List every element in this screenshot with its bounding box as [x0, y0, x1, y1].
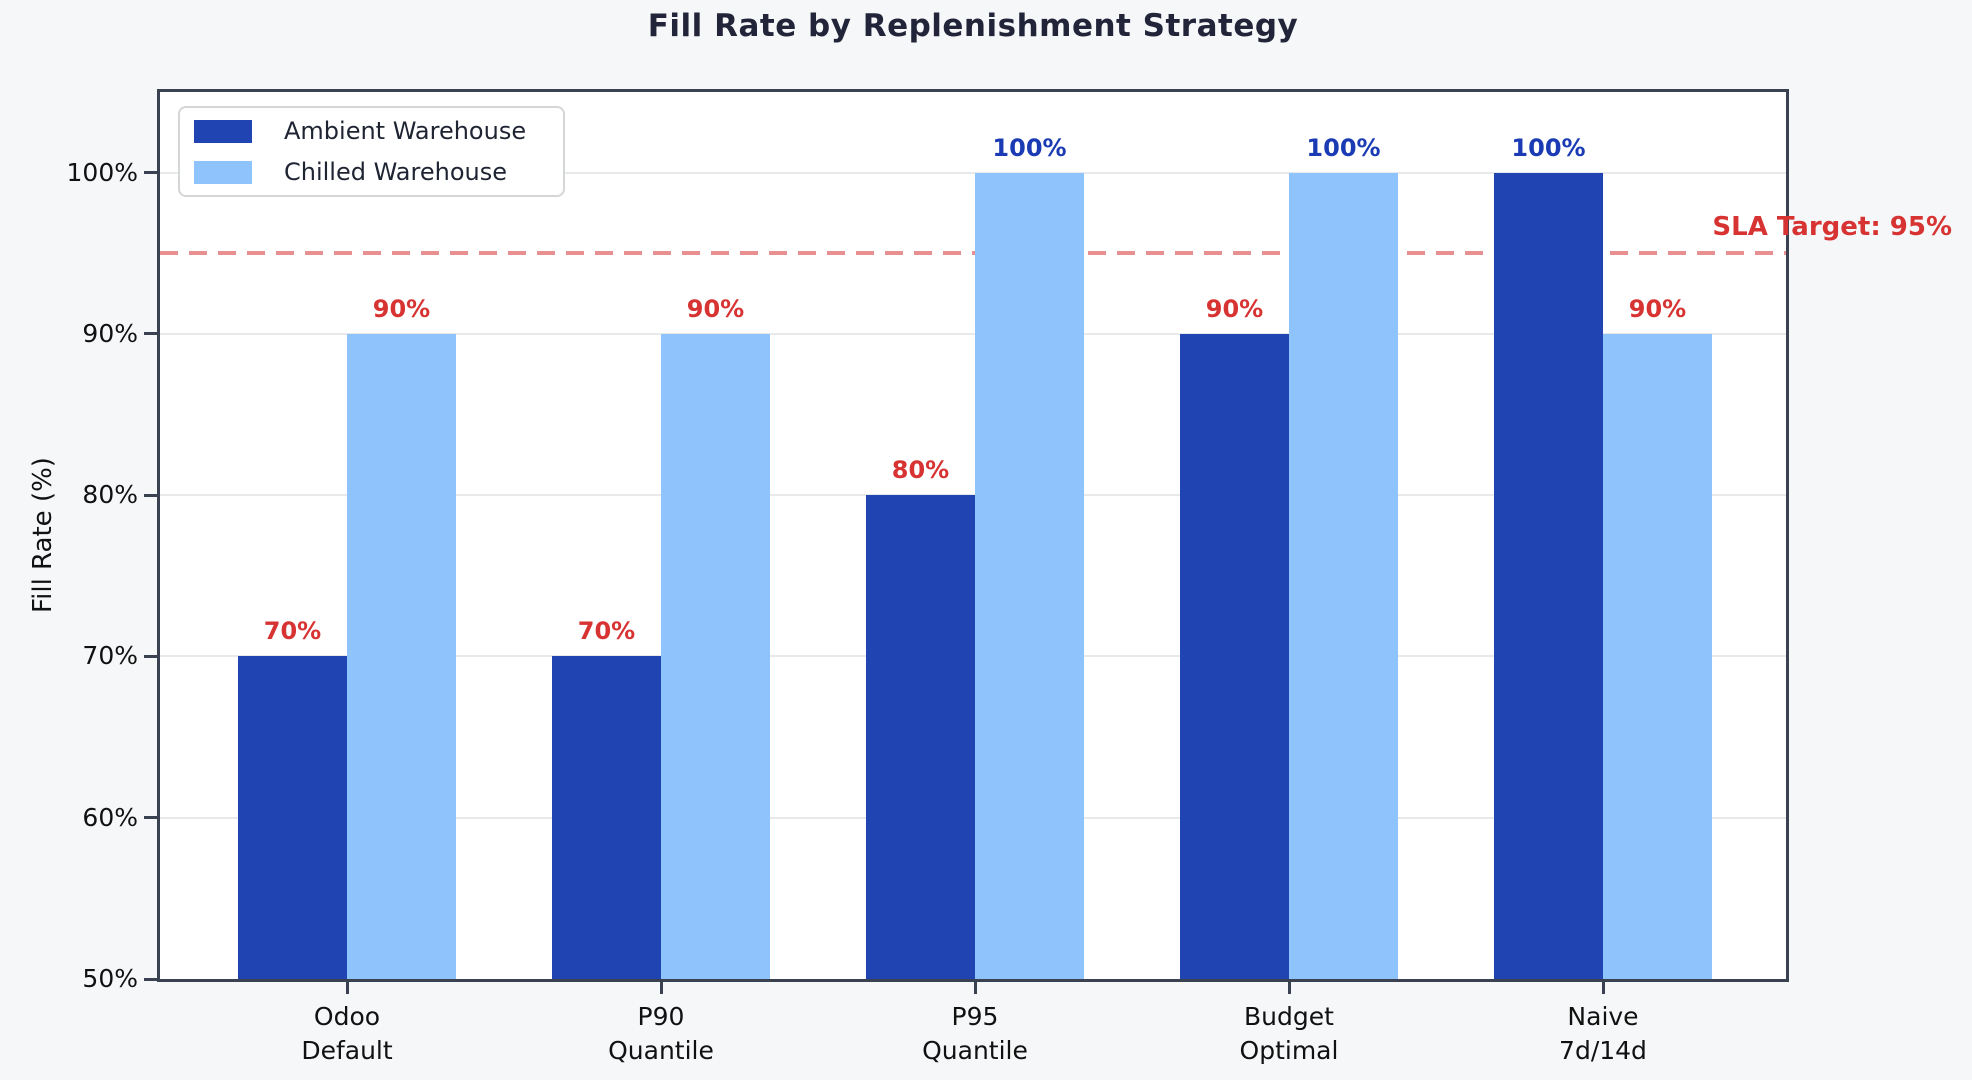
bar-value-label: 70% [263, 617, 322, 646]
bar-chilled-0 [347, 333, 456, 979]
bar-value-label: 80% [891, 456, 950, 485]
bar-chilled-3 [1289, 172, 1398, 979]
bar-ambient-3 [1180, 333, 1289, 979]
bar-ambient-4 [1494, 172, 1603, 979]
bar-value-label: 100% [1511, 133, 1586, 162]
bar-value-label: 90% [1205, 294, 1264, 323]
spine-right [1786, 89, 1789, 982]
x-tick-mark [973, 982, 977, 994]
legend-entry-chilled: Chilled Warehouse [194, 158, 549, 186]
y-tick-mark [144, 171, 158, 175]
bar-value-label: 100% [992, 133, 1067, 162]
gridline-80 [160, 494, 1786, 497]
legend-label-ambient: Ambient Warehouse [284, 117, 527, 145]
bar-value-label: 90% [1628, 294, 1687, 323]
bar-chilled-1 [661, 333, 770, 979]
bar-value-label: 70% [577, 617, 636, 646]
y-tick-label: 50% [82, 964, 138, 993]
x-tick-label-p95: P95 Quantile [815, 1000, 1135, 1068]
x-tick-label-line: P95 [951, 1002, 999, 1031]
y-tick-label: 60% [82, 802, 138, 832]
spine-top [157, 89, 1789, 92]
x-tick-label-line: Quantile [922, 1036, 1028, 1065]
y-tick-label: 90% [82, 318, 138, 348]
x-tick-label-line: Naive [1567, 1002, 1639, 1031]
x-tick-label-line: Quantile [608, 1036, 714, 1065]
x-tick-label-naive: Naive 7d/14d [1443, 1000, 1763, 1068]
bar-chilled-4 [1603, 333, 1712, 979]
y-tick-mark [144, 977, 158, 981]
bar-ambient-2 [866, 495, 975, 979]
y-tick-mark [144, 493, 158, 497]
chart-title: Fill Rate by Replenishment Strategy [647, 8, 1299, 44]
x-tick-label-budget: Budget Optimal [1129, 1000, 1449, 1068]
x-tick-label-p90: P90 Quantile [501, 1000, 821, 1068]
legend-label-chilled: Chilled Warehouse [284, 158, 507, 186]
spine-bottom [157, 979, 1789, 982]
bar-ambient-0 [238, 656, 347, 979]
legend-swatch-ambient [194, 119, 252, 143]
legend: Ambient Warehouse Chilled Warehouse [178, 106, 565, 197]
y-tick-label: 70% [82, 641, 138, 671]
y-tick-mark [144, 332, 158, 336]
plot-area: 70% 70% 80% 90% 100% 90% 90% 100% 100% 90% [160, 92, 1786, 979]
gridline-90 [160, 332, 1786, 335]
x-tick-label-line: Default [301, 1036, 393, 1065]
y-tick-mark [144, 816, 158, 820]
sla-target-line [160, 251, 1786, 256]
x-tick-mark [659, 982, 663, 994]
gridline-100 [160, 171, 1786, 174]
spine-left [157, 89, 160, 982]
x-tick-mark [345, 982, 349, 994]
x-tick-mark [1601, 982, 1605, 994]
y-tick-label: 100% [66, 157, 138, 187]
y-tick-label: 80% [82, 480, 138, 510]
x-tick-label-line: Optimal [1239, 1036, 1339, 1065]
bar-value-label: 100% [1306, 133, 1381, 162]
x-tick-label-odoo: Odoo Default [187, 1000, 507, 1068]
x-tick-label-line: Odoo [313, 1002, 381, 1031]
legend-swatch-chilled [194, 160, 252, 184]
legend-entry-ambient: Ambient Warehouse [194, 117, 549, 145]
x-tick-label-line: 7d/14d [1559, 1036, 1647, 1065]
bar-value-label: 90% [686, 294, 745, 323]
x-tick-label-line: P90 [637, 1002, 685, 1031]
bar-chilled-2 [975, 172, 1084, 979]
bar-ambient-1 [552, 656, 661, 979]
x-tick-label-line: Budget [1244, 1002, 1334, 1031]
sla-target-label: SLA Target: 95% [1712, 212, 1952, 242]
y-tick-mark [144, 654, 158, 658]
bar-value-label: 90% [372, 294, 431, 323]
x-tick-mark [1287, 982, 1291, 994]
